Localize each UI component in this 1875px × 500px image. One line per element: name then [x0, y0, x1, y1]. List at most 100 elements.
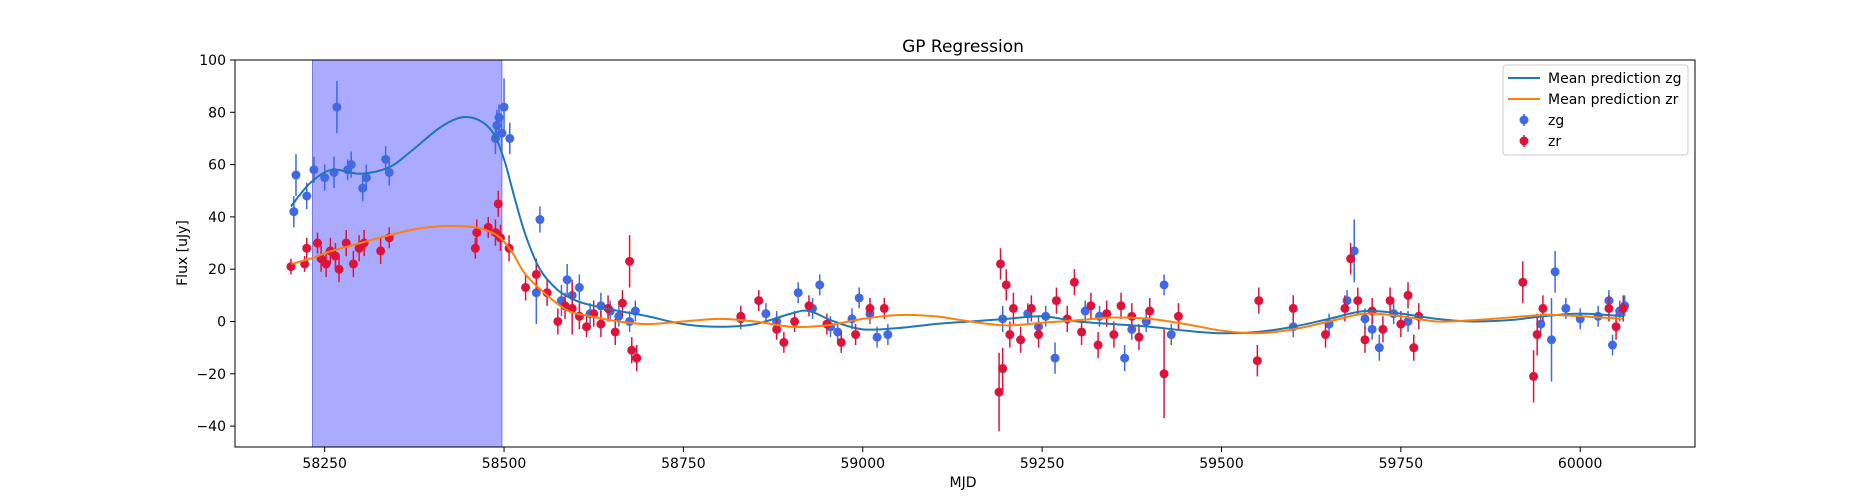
zr-point-43: [804, 301, 814, 311]
zr-point-91: [1604, 303, 1614, 313]
zr-point-71: [1173, 311, 1183, 321]
zr-point-40: [772, 324, 782, 334]
zr-point-79: [1360, 335, 1370, 345]
zg-point-38: [833, 327, 843, 337]
zg-point-66: [1547, 335, 1557, 345]
plot-area: [286, 60, 1630, 447]
zg-point-11: [381, 154, 391, 164]
zr-point-77: [1346, 254, 1356, 264]
x-tick-label-59500: 59500: [1199, 456, 1244, 472]
zr-point-89: [1532, 330, 1542, 340]
zr-point-33: [610, 327, 620, 337]
zg-point-43: [883, 330, 893, 340]
zg-point-72: [1607, 340, 1617, 350]
zg-point-10: [361, 173, 371, 183]
legend-box: [1502, 64, 1689, 156]
zr-point-58: [1051, 296, 1061, 306]
zr-point-39: [754, 296, 764, 306]
zg-point-65: [1536, 319, 1546, 329]
zr-point-56: [1026, 303, 1036, 313]
zr-point-93: [1618, 303, 1628, 313]
zr-point-37: [632, 353, 642, 363]
zr-point-74: [1288, 303, 1298, 313]
zr-point-36: [627, 345, 637, 355]
zr-point-46: [851, 330, 861, 340]
zr-point-42: [790, 316, 800, 326]
zg-point-36: [815, 280, 825, 290]
zr-point-62: [1086, 301, 1096, 311]
zr-point-22: [521, 282, 531, 292]
zr-point-72: [1252, 356, 1262, 366]
zr-point-3: [313, 238, 323, 248]
zr-point-83: [1396, 319, 1406, 329]
legend-label-zr-line: Mean prediction zr: [1548, 92, 1679, 108]
zg-point-22: [562, 275, 572, 285]
zg-point-28: [614, 311, 624, 321]
zr-point-51: [998, 364, 1008, 374]
y-axis: −40 −20 0 20 40 60 80 100: [196, 53, 235, 435]
zg-point-6: [332, 102, 342, 112]
zr-point-38: [736, 311, 746, 321]
zg-point-55: [1166, 330, 1176, 340]
zg-point-1: [291, 170, 301, 180]
zr-point-84: [1403, 290, 1413, 300]
zg-point-58: [1342, 296, 1352, 306]
zr-point-87: [1518, 277, 1528, 287]
zg-point-14: [492, 120, 502, 130]
zg-point-9: [358, 183, 368, 193]
zg-point-68: [1561, 303, 1571, 313]
x-tick-label-58250: 58250: [302, 456, 347, 472]
zg-point-0: [289, 207, 299, 217]
y-tick-label-80: 80: [208, 105, 226, 121]
shaded-region: [311, 60, 503, 447]
zr-point-64: [1102, 309, 1112, 319]
zr-point-70: [1159, 369, 1169, 379]
y-tick-label--20: −20: [196, 367, 226, 383]
zr-point-60: [1069, 277, 1079, 287]
zr-point-92: [1611, 322, 1621, 332]
y-tick-label-20: 20: [208, 262, 226, 278]
zg-point-54: [1159, 280, 1169, 290]
x-tick-label-59250: 59250: [1020, 456, 1065, 472]
zr-point-73: [1254, 296, 1264, 306]
legend: Mean prediction zg Mean prediction zr zg…: [1502, 64, 1689, 156]
x-tick-label-58750: 58750: [661, 456, 706, 472]
zg-point-61: [1367, 324, 1377, 334]
zg-point-17: [499, 102, 509, 112]
line-Mean prediction zg: [290, 116, 1624, 335]
zr-point-81: [1378, 324, 1388, 334]
zr-point-85: [1409, 343, 1419, 353]
zr-point-82: [1385, 296, 1395, 306]
y-tick-label-40: 40: [208, 210, 226, 226]
zg-point-42: [872, 332, 882, 342]
zr-point-2: [302, 243, 312, 253]
zr-point-63: [1093, 340, 1103, 350]
zr-point-15: [470, 243, 480, 253]
zr-point-65: [1109, 330, 1119, 340]
zr-point-78: [1353, 296, 1363, 306]
zr-point-34: [617, 298, 627, 308]
x-axis: 58250 58500 58750 59000 59250 59500 59750 60000: [302, 447, 1602, 472]
y-tick-label-0: 0: [217, 314, 226, 330]
zg-point-62: [1374, 343, 1384, 353]
zr-point-52: [1001, 280, 1011, 290]
zr-point-68: [1134, 332, 1144, 342]
zr-point-54: [1008, 303, 1018, 313]
zr-point-49: [994, 387, 1004, 397]
x-axis-label: MJD: [950, 475, 977, 491]
zr-point-53: [1005, 330, 1015, 340]
zg-point-32: [761, 309, 771, 319]
zg-point-51: [1120, 353, 1130, 363]
zr-point-50: [996, 259, 1006, 269]
zr-point-29: [582, 322, 592, 332]
zr-point-35: [625, 256, 635, 266]
zg-point-4: [320, 173, 330, 183]
zr-point-41: [779, 337, 789, 347]
zg-point-12: [384, 167, 394, 177]
zr-point-13: [376, 246, 386, 256]
zg-point-67: [1550, 267, 1560, 277]
zr-point-67: [1127, 311, 1137, 321]
zg-point-8: [346, 160, 356, 170]
series-zr: [286, 190, 1628, 432]
zr-point-55: [1016, 335, 1026, 345]
